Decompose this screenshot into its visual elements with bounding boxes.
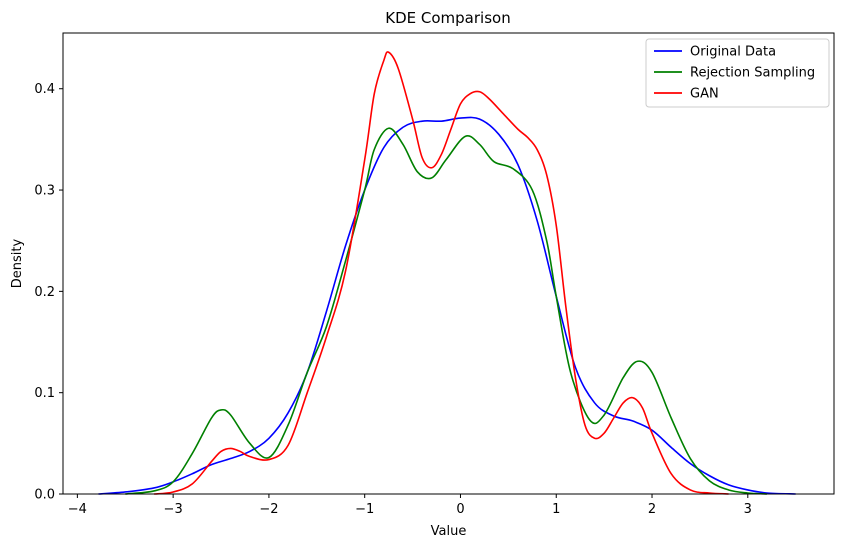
legend-box bbox=[645, 38, 830, 108]
chart-title: KDE Comparison bbox=[385, 9, 510, 27]
x-tick-label: 0 bbox=[456, 502, 464, 517]
series-line-original-data bbox=[98, 116, 796, 495]
series-line-gan bbox=[153, 51, 729, 495]
y-axis-label: Density bbox=[10, 238, 25, 288]
x-tick-label: 2 bbox=[648, 502, 656, 517]
series-line-rejection-sampling bbox=[125, 127, 768, 495]
legend-label-rejection-sampling: Rejection Sampling bbox=[690, 66, 815, 81]
plot-area bbox=[98, 51, 796, 495]
y-axis: 0.0 0.1 0.2 0.3 0.4 bbox=[34, 82, 63, 503]
y-tick-label: 0.1 bbox=[34, 386, 55, 401]
legend-label-original-data: Original Data bbox=[690, 45, 776, 60]
x-tick-label: −2 bbox=[259, 502, 278, 517]
y-tick-label: 0.2 bbox=[34, 285, 55, 300]
x-tick-label: −1 bbox=[355, 502, 374, 517]
y-tick-label: 0.3 bbox=[34, 184, 55, 199]
plot-frame bbox=[62, 32, 835, 495]
x-tick-label: 1 bbox=[552, 502, 560, 517]
x-tick-label: −3 bbox=[164, 502, 183, 517]
x-axis: −4 −3 −2 −1 0 1 2 3 bbox=[68, 494, 752, 517]
y-tick-label: 0.0 bbox=[34, 488, 55, 503]
legend-label-gan: GAN bbox=[690, 87, 719, 102]
x-tick-label: 3 bbox=[744, 502, 752, 517]
x-axis-label: Value bbox=[431, 524, 467, 539]
y-tick-label: 0.4 bbox=[34, 82, 55, 97]
legend: Original Data Rejection Sampling GAN bbox=[645, 38, 830, 108]
x-tick-label: −4 bbox=[68, 502, 87, 517]
